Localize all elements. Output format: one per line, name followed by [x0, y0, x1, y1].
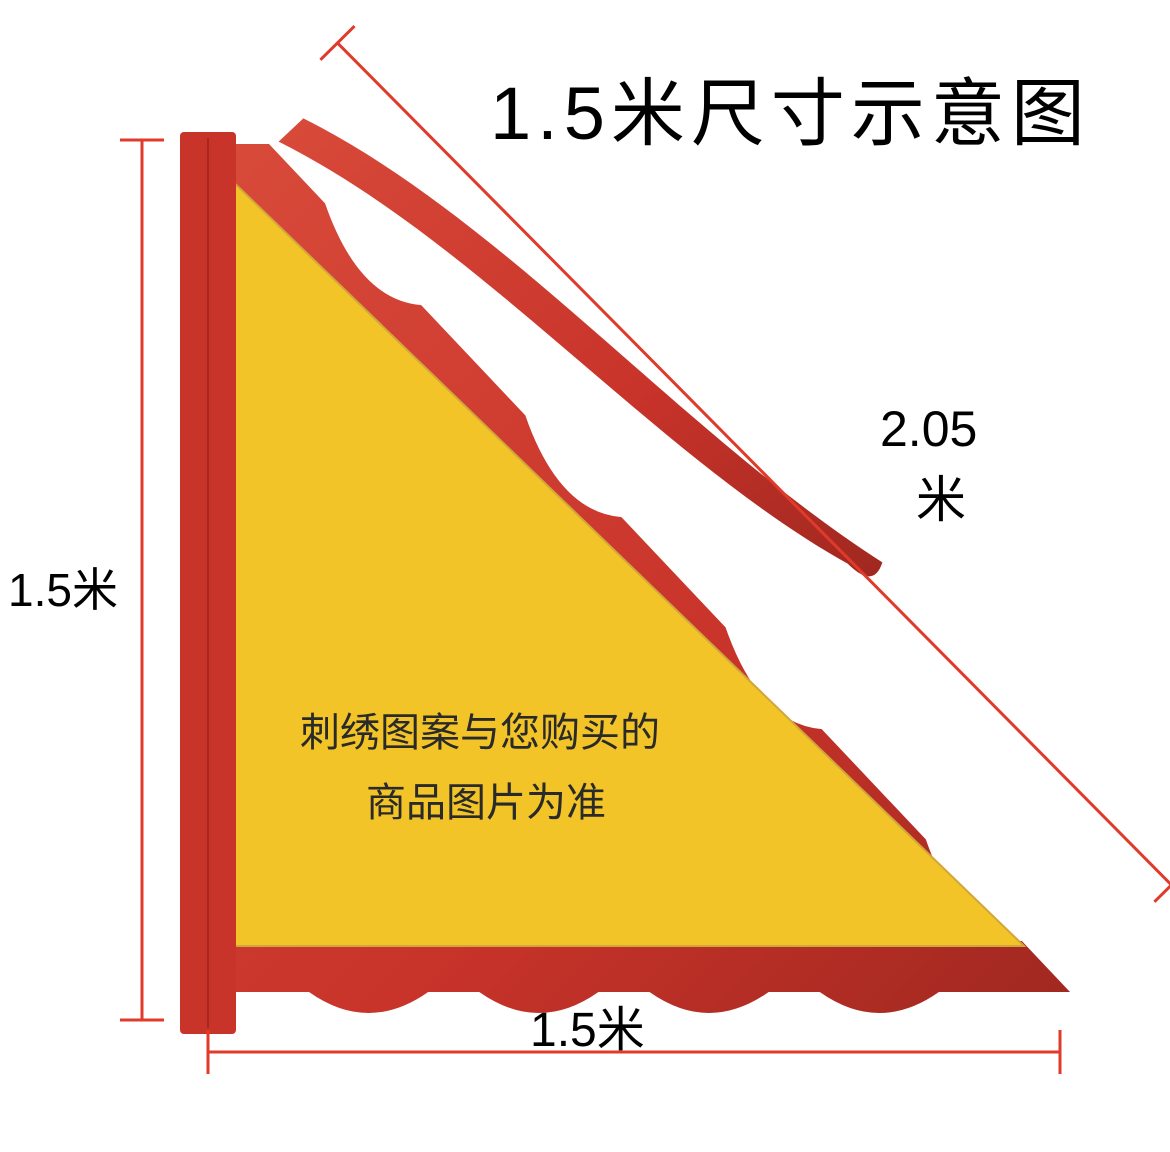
flag-inner-text-line1: 刺绣图案与您购买的: [300, 700, 660, 758]
dimension-bottom-label: 1.5米: [530, 990, 645, 1060]
diagram-stage: 1.5米尺寸示意图 1.5米 1.5米 2.05 米 刺绣图案与您购买的 商品图…: [0, 0, 1170, 1152]
dimension-diagonal-label-top: 2.05: [880, 400, 977, 458]
diagram-svg: [0, 0, 1170, 1152]
dimension-left-label: 1.5米: [8, 554, 118, 620]
dimension-diagonal-label-bottom: 米: [916, 460, 966, 532]
diagram-title: 1.5米尺寸示意图: [490, 54, 1091, 161]
flag-shape: [180, 118, 1070, 1034]
flag-yellow-field: [225, 174, 1024, 946]
flag-inner-text-line2: 商品图片为准: [366, 770, 606, 828]
